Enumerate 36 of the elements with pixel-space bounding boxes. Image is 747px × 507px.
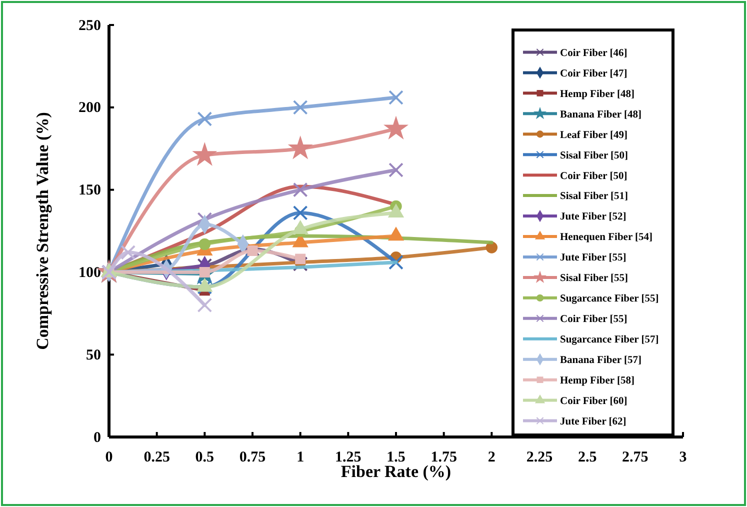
y-tick-label: 50 <box>86 347 101 364</box>
legend-label: Sugarcance Fiber [57] <box>560 334 659 346</box>
legend-label: Hemp Fiber [58] <box>560 375 634 386</box>
legend-label: Jute Fiber [62] <box>560 416 626 428</box>
legend-label: Coir Fiber [60] <box>560 396 628 407</box>
x-tick-label: 0 <box>105 450 113 466</box>
x-tick-label: 3 <box>679 450 687 466</box>
x-tick-label: 2.75 <box>622 450 648 466</box>
x-tick-label: 0.5 <box>195 450 214 466</box>
legend-label: Coir Fiber [46] <box>560 48 628 59</box>
y-tick-label: 200 <box>78 100 101 116</box>
y-tick-label: 150 <box>78 182 101 199</box>
y-tick-label: 250 <box>78 18 101 34</box>
legend-label: Sisal Fiber [51] <box>560 191 628 202</box>
y-axis-title: Compressive Strength Value (%) <box>33 112 52 350</box>
legend-label: Banana Fiber [57] <box>560 355 642 366</box>
y-tick-label: 0 <box>94 430 101 446</box>
legend-label: Hemp Fiber [48] <box>560 88 634 100</box>
legend-label: Banana Fiber [48] <box>560 109 642 120</box>
legend-label: Coir Fiber [47] <box>560 68 628 80</box>
legend-label: Coir Fiber [50] <box>560 170 628 182</box>
legend-label: Sisal Fiber [50] <box>560 150 628 162</box>
y-tick-label: 100 <box>78 265 101 281</box>
legend-label: Leaf Fiber [49] <box>560 130 628 141</box>
x-tick-label: 1 <box>296 450 304 466</box>
x-tick-label: 2.5 <box>578 450 597 466</box>
legend-label: Jute Fiber [52] <box>560 212 626 223</box>
x-tick-label: 2.25 <box>526 450 553 466</box>
legend-label: Sisal Fiber [55] <box>560 273 628 284</box>
legend-label: Henequen Fiber [54] <box>560 232 653 244</box>
x-tick-label: 0.25 <box>144 450 170 466</box>
legend-label: Jute Fiber [55] <box>560 252 626 264</box>
legend-label: Sugarcance Fiber [55] <box>560 294 659 305</box>
x-tick-label: 0.75 <box>239 450 266 466</box>
x-tick-label: 2 <box>488 450 496 466</box>
legend-label: Coir Fiber [55] <box>560 314 628 326</box>
